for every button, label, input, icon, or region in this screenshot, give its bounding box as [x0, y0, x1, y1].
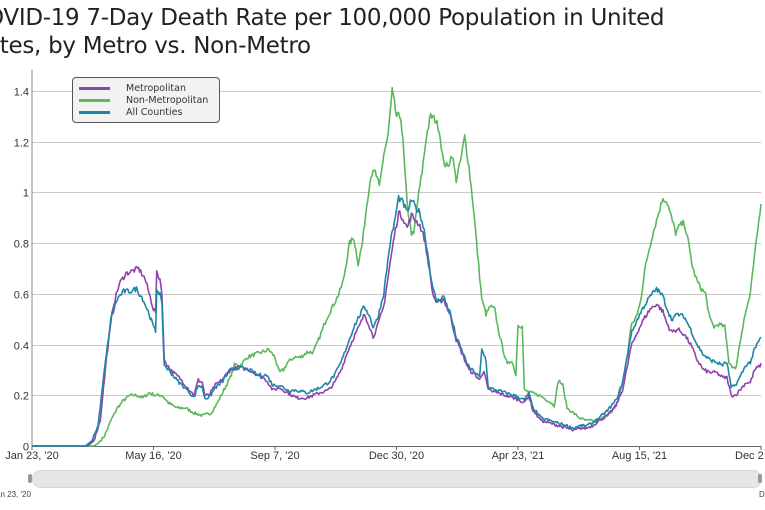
legend-swatch-all-counties	[79, 110, 110, 114]
chart-title: OVID-19 7-Day Death Rate per 100,000 Pop…	[0, 4, 665, 60]
y-tick-label: 1.2	[14, 138, 29, 150]
legend-label: Non-Metropolitan	[126, 94, 209, 106]
navigator-start-label: Jan 23, '20	[0, 490, 31, 499]
navigator-right-handle[interactable]	[758, 474, 762, 483]
y-axis-ticks: 0 0.2 0.4 0.6 0.8 1 1.2 1.4	[14, 87, 29, 454]
legend-swatch-non-metropolitan	[79, 98, 110, 102]
y-tick-label: 0	[23, 442, 29, 454]
x-tick-label: Dec 30, '20	[369, 450, 424, 462]
series-line-metropolitan[interactable]	[32, 210, 762, 447]
x-tick-label: Sep 7, '20	[250, 450, 299, 462]
chart-title-line2: ates, by Metro vs. Non-Metro	[0, 33, 311, 59]
y-tick-label: 0.2	[14, 391, 29, 403]
chart-title-line1: OVID-19 7-Day Death Rate per 100,000 Pop…	[0, 5, 665, 31]
legend-item-all-counties[interactable]: All Counties	[79, 106, 182, 118]
y-tick-label: 1	[23, 188, 29, 200]
series-line-all-counties[interactable]	[32, 194, 762, 447]
x-axis-ticks: Jan 23, '20 May 16, '20 Sep 7, '20 Dec 30, …	[5, 446, 764, 462]
y-tick-label: 1.4	[14, 87, 29, 99]
series-line-non-metropolitan[interactable]	[32, 86, 762, 447]
navigator-left-handle[interactable]	[28, 474, 32, 483]
legend-label: Metropolitan	[126, 82, 186, 94]
legend-swatch-metropolitan	[79, 86, 110, 90]
x-tick-label: Apr 23, '21	[492, 450, 545, 462]
x-tick-label: Dec 2	[735, 450, 764, 462]
y-tick-label: 0.4	[14, 341, 29, 353]
y-tick-label: 0.8	[14, 239, 29, 251]
legend-item-metropolitan[interactable]: Metropolitan	[79, 82, 186, 94]
y-tick-label: 0.6	[14, 290, 29, 302]
range-navigator[interactable]	[32, 470, 762, 488]
legend-label: All Counties	[126, 106, 183, 118]
series-lines	[32, 86, 762, 447]
legend: Metropolitan Non-Metropolitan All Counti…	[72, 77, 220, 123]
x-tick-label: May 16, '20	[125, 450, 182, 462]
x-tick-label: Jan 23, '20	[5, 450, 58, 462]
navigator-end-label: D	[759, 490, 765, 499]
legend-item-non-metropolitan[interactable]: Non-Metropolitan	[79, 94, 208, 106]
x-tick-label: Aug 15, '21	[612, 450, 667, 462]
